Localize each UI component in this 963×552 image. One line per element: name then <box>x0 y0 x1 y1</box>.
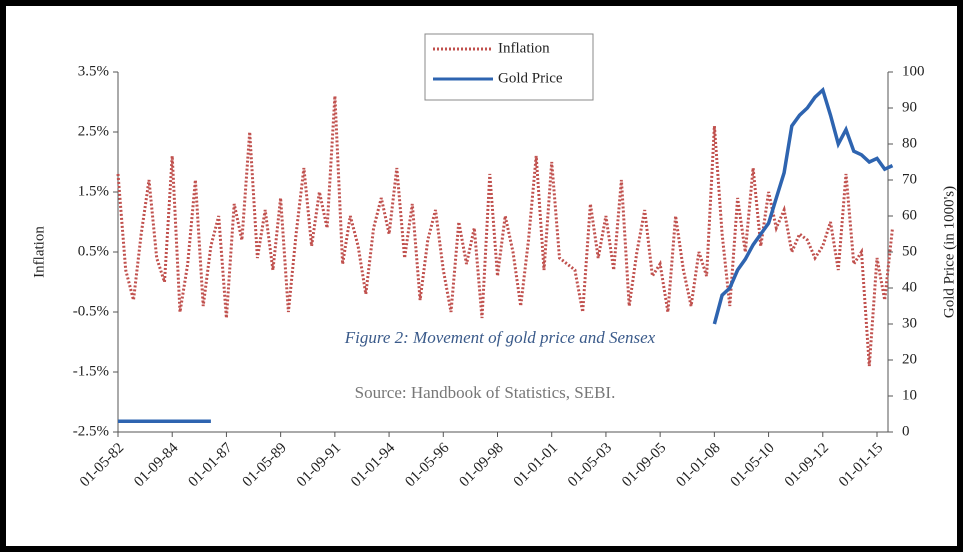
y2-tick-label: 30 <box>902 315 917 331</box>
y-tick-label: -1.5% <box>73 363 109 379</box>
y2-axis-title: Gold Price (in 1000's) <box>941 186 957 318</box>
y-tick-label: -0.5% <box>73 303 109 319</box>
y2-tick-label: 40 <box>902 279 917 295</box>
y-tick-label: 2.5% <box>78 123 109 139</box>
figure-caption: Figure 2: Movement of gold price and Sen… <box>344 328 656 347</box>
y-tick-label: 1.5% <box>78 183 109 199</box>
y2-tick-label: 20 <box>902 351 917 367</box>
y2-tick-label: 90 <box>902 99 917 115</box>
legend-label: Gold Price <box>498 70 563 86</box>
y2-tick-label: 100 <box>902 63 925 79</box>
y-tick-label: 0.5% <box>78 243 109 259</box>
legend-label: Inflation <box>498 40 550 56</box>
y2-tick-label: 60 <box>902 207 917 223</box>
source-note: Source: Handbook of Statistics, SEBI. <box>355 383 616 402</box>
y2-tick-label: 70 <box>902 171 917 187</box>
y-tick-label: -2.5% <box>73 423 109 439</box>
legend <box>424 33 594 101</box>
y2-tick-label: 0 <box>902 423 910 439</box>
y2-tick-label: 10 <box>902 387 917 403</box>
y-axis-title: Inflation <box>31 226 47 278</box>
y-tick-label: 3.5% <box>78 63 109 79</box>
series-line <box>712 86 894 325</box>
y2-tick-label: 80 <box>902 135 917 151</box>
y2-tick-label: 50 <box>902 243 917 259</box>
